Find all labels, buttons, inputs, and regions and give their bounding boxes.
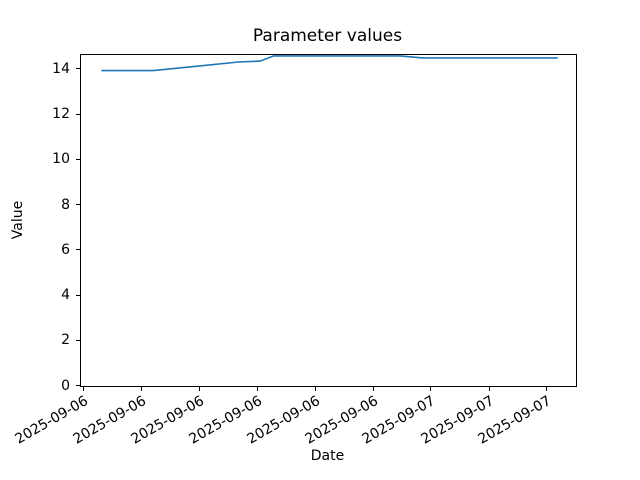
y-tick-mark (76, 385, 80, 386)
y-tick-mark (76, 249, 80, 251)
x-tick-mark (82, 387, 84, 391)
x-tick-mark (429, 387, 431, 391)
x-tick-mark (257, 387, 259, 391)
series-line-parameter-values (101, 55, 558, 72)
y-tick-mark (76, 113, 80, 115)
x-tick-mark (198, 387, 200, 391)
line-chart-canvas (101, 55, 558, 72)
y-tick-label: 12 (52, 106, 70, 123)
x-tick-mark (373, 387, 375, 391)
x-tick-mark (488, 387, 490, 391)
y-tick-label: 8 (61, 196, 70, 213)
x-tick-mark (315, 387, 317, 391)
y-tick-mark (76, 294, 80, 296)
y-tick-label: 10 (52, 151, 70, 168)
y-tick-mark (76, 339, 80, 341)
plot-area (80, 54, 577, 387)
y-tick-label: 14 (52, 60, 70, 77)
y-tick-label: 2 (61, 332, 70, 349)
y-tick-mark (76, 68, 80, 70)
x-tick-mark (545, 387, 547, 391)
chart-title: Parameter values (252, 26, 403, 46)
x-tick-mark (140, 387, 142, 391)
y-tick-label: 4 (61, 287, 70, 304)
x-axis-label: Date (310, 448, 345, 464)
y-tick-mark (76, 158, 80, 160)
y-tick-label: 6 (61, 241, 70, 258)
y-tick-label: 0 (61, 377, 70, 394)
y-tick-mark (76, 204, 80, 206)
